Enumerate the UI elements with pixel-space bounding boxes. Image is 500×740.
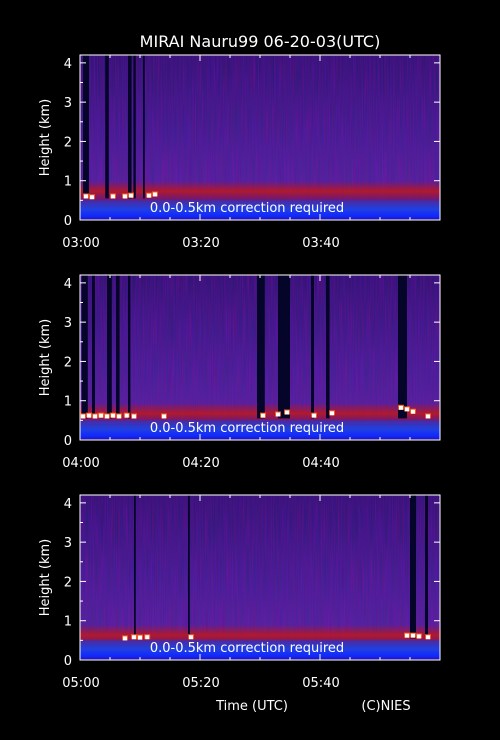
signal-loss-column <box>92 275 95 419</box>
near-surface-band <box>80 420 440 440</box>
cloud-return <box>99 413 103 418</box>
signal-loss-column <box>326 275 330 419</box>
cloud-return <box>399 405 403 410</box>
x-tick-label: 03:00 <box>62 236 99 251</box>
signal-loss-column <box>116 275 120 419</box>
y-tick-label: 0 <box>64 654 72 669</box>
panel-1: 0 1 2 3 4 03:00 03:20 03:40 Height (km) 0.0-0.5km… <box>38 54 441 251</box>
panel-2: 0 1 2 3 4 04:00 04:20 04:40 Height (km) 0.0-0.5km… <box>38 274 441 471</box>
y-tick-label: 2 <box>64 355 72 370</box>
signal-loss-column <box>128 275 131 419</box>
signal-loss-column <box>311 275 314 419</box>
cloud-return <box>129 193 133 198</box>
y-tick-label: 2 <box>64 135 72 150</box>
y-tick-label: 2 <box>64 575 72 590</box>
signal-loss-column <box>278 275 290 419</box>
signal-loss-column <box>105 55 109 199</box>
cloud-return <box>330 411 334 416</box>
signal-loss-column <box>128 55 132 199</box>
cloud-return <box>312 413 316 418</box>
cloud-return <box>123 636 127 641</box>
y-tick-label: 4 <box>64 57 72 72</box>
cloud-return <box>405 407 409 412</box>
signal-loss-column <box>133 55 136 199</box>
cloud-return <box>138 635 142 640</box>
cloud-return <box>285 410 289 415</box>
cloud-return <box>147 193 151 198</box>
x-tick-label: 05:40 <box>302 676 339 691</box>
signal-loss-column <box>398 275 407 419</box>
figure-title: MIRAI Nauru99 06-20-03(UTC) <box>140 32 381 51</box>
cloud-return <box>87 413 91 418</box>
credit-label: (C)NIES <box>361 699 410 714</box>
y-tick-label: 3 <box>64 536 72 551</box>
y-axis-label: Height (km) <box>38 99 53 176</box>
signal-loss-column <box>188 495 190 639</box>
cloud-return <box>405 633 409 638</box>
correction-note: 0.0-0.5km correction required <box>150 421 344 436</box>
panel-3: 0 1 2 3 4 05:00 05:20 05:40 Height (km) 0.0-0.5km… <box>38 494 441 691</box>
y-tick-label: 3 <box>64 96 72 111</box>
cloud-return <box>111 413 115 418</box>
cloud-return <box>426 635 430 640</box>
x-tick-label: 04:20 <box>182 456 219 471</box>
near-surface-band <box>80 200 440 220</box>
x-axis-label: Time (UTC) <box>215 699 288 714</box>
near-surface-band <box>80 640 440 660</box>
cloud-return <box>189 635 193 640</box>
y-tick-label: 1 <box>64 615 72 630</box>
cloud-return <box>261 413 265 418</box>
y-tick-label: 4 <box>64 497 72 512</box>
x-tick-label: 04:00 <box>62 456 99 471</box>
y-tick-label: 4 <box>64 277 72 292</box>
cloud-return <box>93 414 97 419</box>
signal-loss-column <box>134 495 136 639</box>
cloud-return <box>276 412 280 417</box>
correction-note: 0.0-0.5km correction required <box>150 641 344 656</box>
y-axis-label: Height (km) <box>38 539 53 616</box>
signal-loss-column <box>425 495 428 639</box>
boundary-layer-band <box>80 180 440 203</box>
cloud-return <box>84 194 88 199</box>
cloud-return <box>117 414 121 419</box>
x-tick-label: 05:20 <box>182 676 219 691</box>
cloud-return <box>132 635 136 640</box>
cloud-return <box>162 414 166 419</box>
signal-loss-column <box>143 55 145 199</box>
cloud-return <box>426 414 430 419</box>
x-tick-label: 05:00 <box>62 676 99 691</box>
y-tick-label: 0 <box>64 214 72 229</box>
correction-note: 0.0-0.5km correction required <box>150 201 344 216</box>
cloud-return <box>105 414 109 419</box>
cloud-return <box>124 413 129 418</box>
y-tick-label: 0 <box>64 434 72 449</box>
signal-loss-column <box>83 55 89 199</box>
signal-loss-column <box>257 275 265 419</box>
cloud-return <box>81 414 85 419</box>
cloud-return <box>90 195 94 200</box>
cloud-return <box>153 192 157 197</box>
signal-loss-column <box>410 495 416 639</box>
x-tick-label: 04:40 <box>302 456 339 471</box>
y-axis-label: Height (km) <box>38 319 53 396</box>
cloud-return <box>132 414 136 419</box>
cloud-return <box>111 194 115 199</box>
cloud-return <box>411 409 415 414</box>
y-tick-label: 1 <box>64 175 72 190</box>
signal-loss-column <box>107 275 112 419</box>
x-tick-label: 03:40 <box>302 236 339 251</box>
signal-loss-column <box>81 275 88 419</box>
x-tick-label: 03:20 <box>182 236 219 251</box>
cloud-return <box>417 634 421 639</box>
cloud-return <box>145 635 150 640</box>
y-tick-label: 1 <box>64 395 72 410</box>
cloud-return <box>411 633 415 638</box>
cloud-return <box>123 194 127 199</box>
y-tick-label: 3 <box>64 316 72 331</box>
